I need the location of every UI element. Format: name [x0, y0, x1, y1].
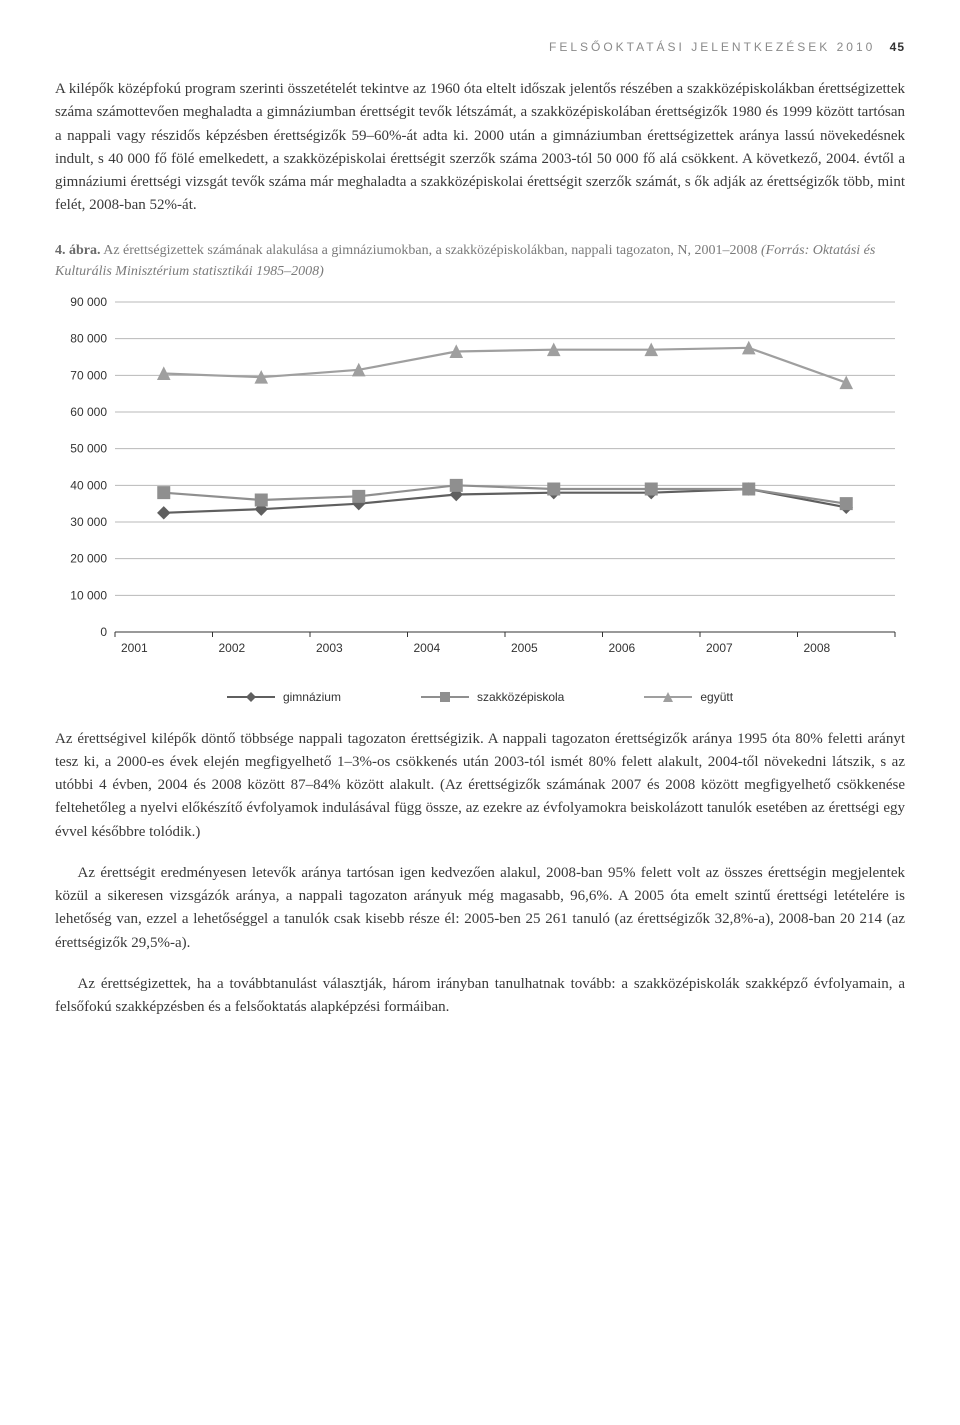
chart-container: 0 10 000 20 000 30 000 40 000 50 000 60 000 70 … [55, 292, 905, 704]
figure-title: Az érettségizettek számának alakulása a … [103, 243, 757, 258]
svg-text:2003: 2003 [316, 641, 343, 655]
page-number: 45 [890, 40, 905, 54]
svg-text:0: 0 [100, 625, 107, 639]
svg-text:2005: 2005 [511, 641, 538, 655]
figure-label: 4. ábra. [55, 243, 101, 258]
svg-text:40 000: 40 000 [70, 478, 107, 492]
legend-item: együtt [644, 690, 733, 704]
svg-text:2004: 2004 [414, 641, 441, 655]
paragraph-3: Az érettségit eredményesen letevők arány… [55, 862, 905, 955]
chart-legend: gimnázium szakközépiskola együtt [55, 690, 905, 704]
svg-text:70 000: 70 000 [70, 368, 107, 382]
legend-label: gimnázium [283, 690, 341, 704]
svg-text:2006: 2006 [609, 641, 636, 655]
svg-text:20 000: 20 000 [70, 551, 107, 565]
paragraph-2: Az érettségivel kilépők döntő többsége n… [55, 728, 905, 844]
svg-text:90 000: 90 000 [70, 295, 107, 309]
legend-item: szakközépiskola [421, 690, 564, 704]
paragraph-4: Az érettségizettek, ha a továbbtanulást … [55, 973, 905, 1020]
svg-text:30 000: 30 000 [70, 515, 107, 529]
legend-label: szakközépiskola [477, 690, 564, 704]
line-chart: 0 10 000 20 000 30 000 40 000 50 000 60 000 70 … [55, 292, 905, 682]
running-header: FELSŐOKTATÁSI JELENTKEZÉSEK 2010 45 [55, 40, 905, 54]
legend-item: gimnázium [227, 690, 341, 704]
svg-text:2008: 2008 [804, 641, 831, 655]
svg-text:2001: 2001 [121, 641, 148, 655]
svg-text:2007: 2007 [706, 641, 733, 655]
svg-text:10 000: 10 000 [70, 588, 107, 602]
svg-text:2002: 2002 [219, 641, 246, 655]
paragraph-1: A kilépők középfokú program szerinti öss… [55, 78, 905, 218]
legend-label: együtt [700, 690, 733, 704]
figure-caption: 4. ábra. Az érettségizettek számának ala… [55, 240, 905, 282]
running-title: FELSŐOKTATÁSI JELENTKEZÉSEK 2010 [549, 40, 875, 54]
svg-text:50 000: 50 000 [70, 441, 107, 455]
svg-text:60 000: 60 000 [70, 405, 107, 419]
svg-text:80 000: 80 000 [70, 331, 107, 345]
